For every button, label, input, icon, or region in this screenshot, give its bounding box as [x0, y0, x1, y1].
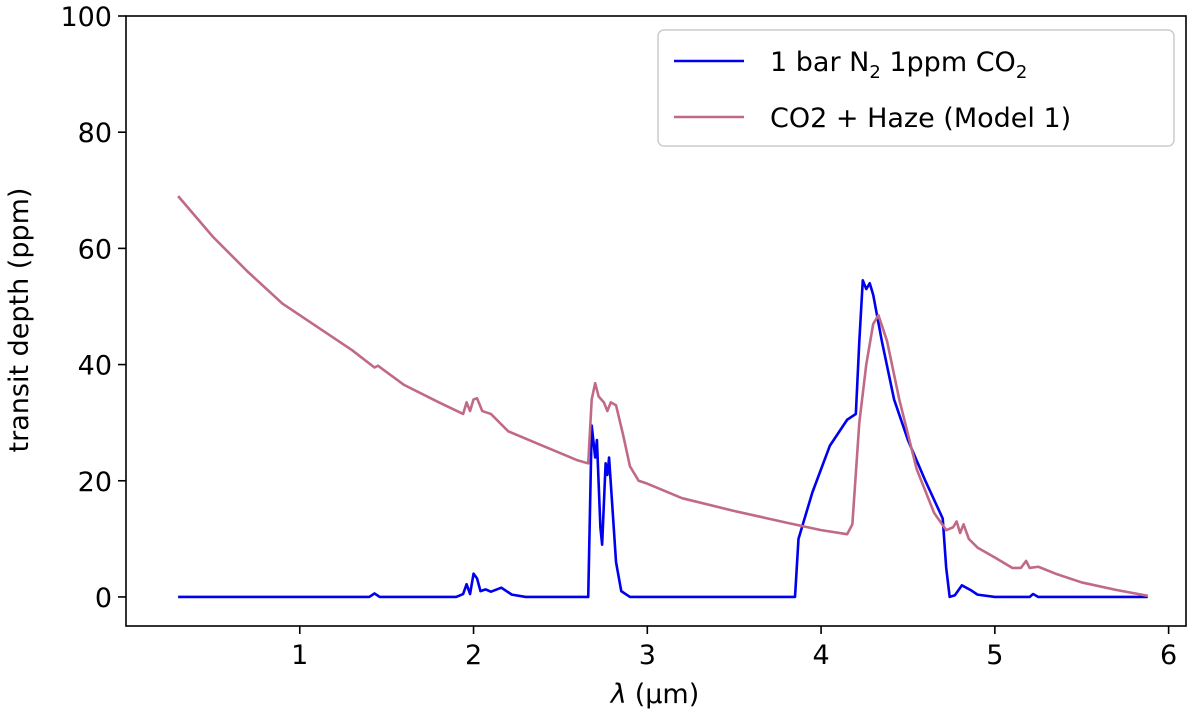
legend-label-series-1: 1 bar N2 1ppm CO2 [770, 47, 1027, 83]
y-axis: 0 20 40 60 80 100 [60, 2, 126, 614]
legend-box [657, 29, 1175, 147]
x-tick-label: 1 [291, 640, 308, 671]
x-axis-label-unit: (μm) [635, 679, 700, 710]
y-tick-label: 0 [95, 583, 112, 614]
x-tick-label: 5 [986, 640, 1003, 671]
y-tick-label: 60 [78, 234, 112, 265]
y-tick-label: 20 [78, 467, 112, 498]
series-line-2 [177, 195, 1149, 598]
x-axis-label: λ (μm) [609, 679, 700, 710]
x-tick-label: 4 [812, 640, 829, 671]
x-tick-label: 3 [639, 640, 656, 671]
y-tick-label: 100 [60, 2, 112, 33]
x-tick-label: 2 [465, 640, 482, 671]
y-tick-label: 40 [78, 351, 112, 382]
series-layer [177, 195, 1149, 599]
series-line-1 [178, 279, 1148, 599]
x-tick-label: 6 [1160, 640, 1177, 671]
legend-label-series-2: CO2 + Haze (Model 1) [770, 103, 1071, 134]
x-axis: 1 2 3 4 5 6 [291, 626, 1177, 671]
y-axis-label: transit depth (ppm) [4, 188, 35, 453]
x-axis-label-symbol: λ [609, 679, 627, 710]
plot-frame [125, 15, 1187, 627]
y-tick-label: 80 [78, 118, 112, 149]
legend: 1 bar N2 1ppm CO2 CO2 + Haze (Model 1) [657, 29, 1175, 147]
